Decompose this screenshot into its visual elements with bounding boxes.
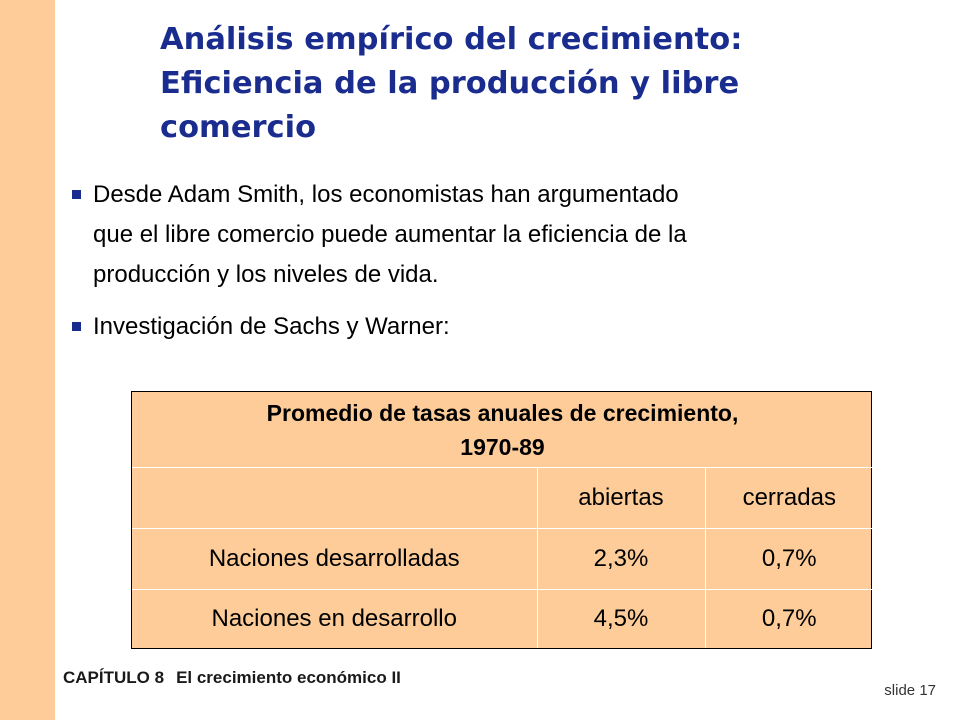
bullet-item: Investigación de Sachs y Warner: [72,307,930,347]
table-cell: Naciones en desarrollo [132,588,537,648]
square-bullet-icon [72,322,81,331]
table-caption: Promedio de tasas anuales de crecimiento… [132,392,873,467]
bullet-item: Desde Adam Smith, los economistas han ar… [72,175,930,295]
table-header-cell: cerradas [704,466,874,528]
slide-title-line: comercio [160,110,317,145]
slide-title: Análisis empírico del crecimiento: Efici… [160,18,920,150]
growth-rates-table-grid: Promedio de tasas anuales de crecimiento… [132,392,874,648]
left-accent-bar [0,0,55,720]
slide-number: slide 17 [884,682,936,699]
bullet-text-line: Investigación de Sachs y Warner: [93,313,450,340]
table-header-cell: abiertas [536,466,705,528]
slide-title-line: Eficiencia de la producción y libre [160,66,740,101]
square-bullet-icon [72,190,81,199]
table-cell: 2,3% [536,527,705,589]
bullet-list: Desde Adam Smith, los economistas han ar… [72,175,930,347]
table-caption-line: 1970-89 [460,434,545,461]
table-cell: 0,7% [704,588,874,648]
bullet-text-line: que el libre comercio puede aumentar la … [93,221,687,248]
bullet-text-line: producción y los niveles de vida. [93,261,439,288]
table-cell: Naciones desarrolladas [132,527,537,589]
table-cell: 4,5% [536,588,705,648]
table-row: Naciones desarrolladas 2,3% 0,7% [132,527,874,589]
footer-chapter-title: El crecimiento económico II [176,668,401,687]
table-header-cell [132,466,537,528]
table-row: Naciones en desarrollo 4,5% 0,7% [132,588,874,648]
slide-footer: CAPÍTULO 8 El crecimiento económico II [63,668,401,688]
table-header-row: abiertas cerradas [132,466,874,528]
table-caption-line: Promedio de tasas anuales de crecimiento… [266,400,739,427]
bullet-text-line: Desde Adam Smith, los economistas han ar… [93,181,679,208]
table-cell: 0,7% [704,527,874,589]
footer-chapter: CAPÍTULO 8 [63,668,165,687]
table-caption-row: Promedio de tasas anuales de crecimiento… [132,392,873,467]
slide-title-line: Análisis empírico del crecimiento: [160,22,743,57]
growth-rates-table: Promedio de tasas anuales de crecimiento… [131,391,874,649]
